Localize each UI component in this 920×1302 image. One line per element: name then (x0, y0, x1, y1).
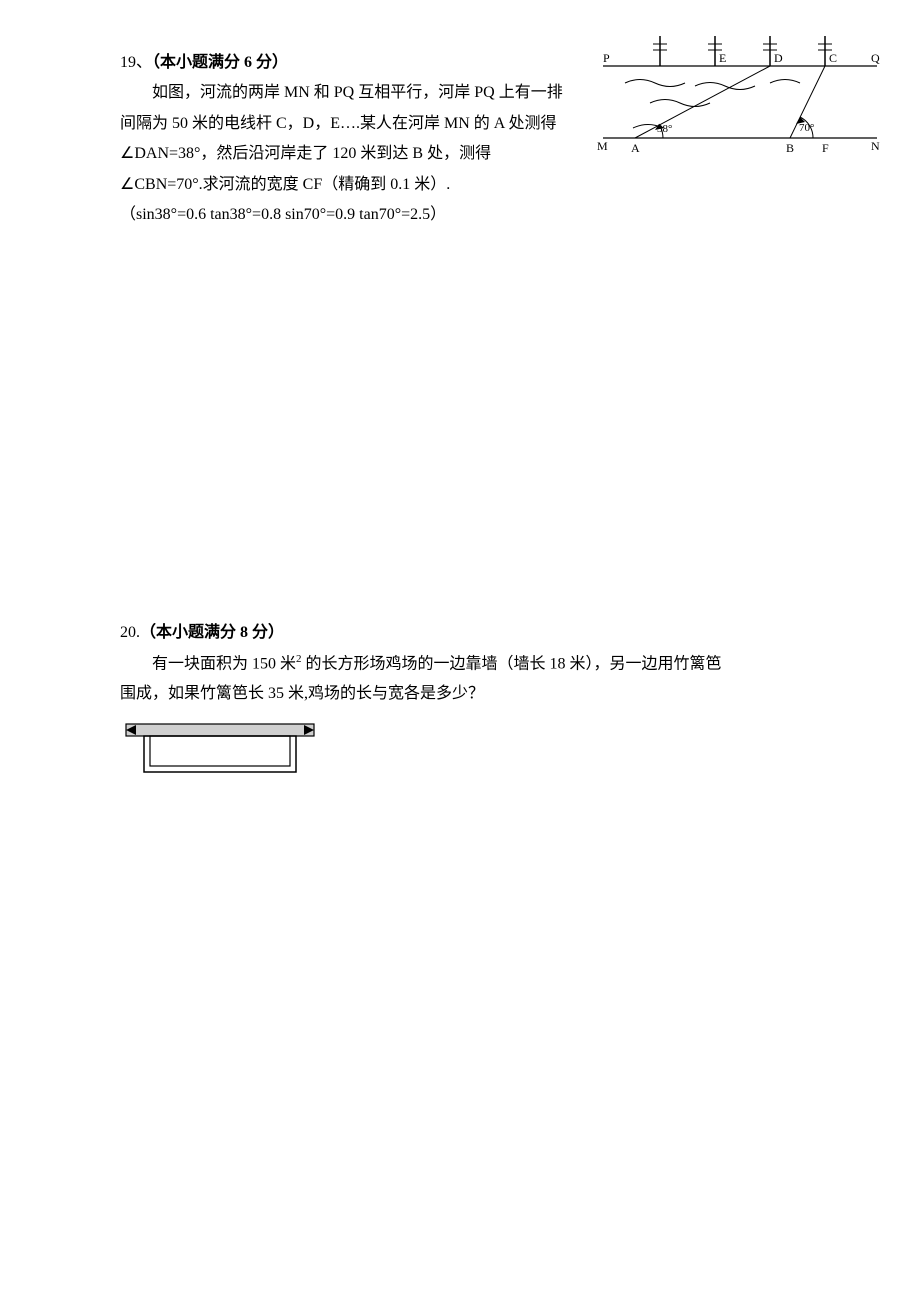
label-f: F (822, 141, 829, 155)
q20-header-label: （本小题满分 8 分） (140, 624, 284, 641)
label-c: C (829, 51, 837, 65)
q20-line1: 有一块面积为 150 米2 的长方形场鸡场的一边靠墙（墙长 18 米），另一边用… (120, 649, 800, 680)
q20-header: 20.（本小题满分 8 分） (120, 618, 800, 648)
q20-l1-post: 的长方形场鸡场的一边靠墙（墙长 18 米），另一边用竹篱笆 (302, 655, 722, 672)
q20: 20.（本小题满分 8 分） 有一块面积为 150 米2 的长方形场鸡场的一边靠… (120, 618, 800, 791)
q19-number: 19、 (120, 54, 152, 71)
label-p: P (603, 51, 610, 65)
angle-a: 38° (657, 123, 672, 135)
q19-header-label: （本小题满分 6 分） (152, 54, 288, 71)
label-b: B (786, 141, 794, 155)
q20-line2: 围成，如果竹篱笆长 35 米,鸡场的长与宽各是多少？ (120, 679, 800, 709)
label-d: D (774, 51, 783, 65)
q20-number: 20. (120, 624, 140, 641)
spacer (120, 238, 800, 618)
q20-diagram (120, 718, 800, 791)
q19-diagram: P Q M N A B F E D C 38° 70° (595, 28, 885, 179)
label-n: N (871, 139, 880, 153)
q20-l1-pre: 有一块面积为 150 米 (152, 655, 296, 672)
label-a: A (631, 141, 640, 155)
label-q: Q (871, 51, 880, 65)
q19-line5: （sin38°=0.6 tan38°=0.8 sin70°=0.9 tan70°… (120, 200, 800, 230)
label-e: E (719, 51, 726, 65)
label-m: M (597, 139, 608, 153)
angle-b: 70° (799, 122, 814, 134)
